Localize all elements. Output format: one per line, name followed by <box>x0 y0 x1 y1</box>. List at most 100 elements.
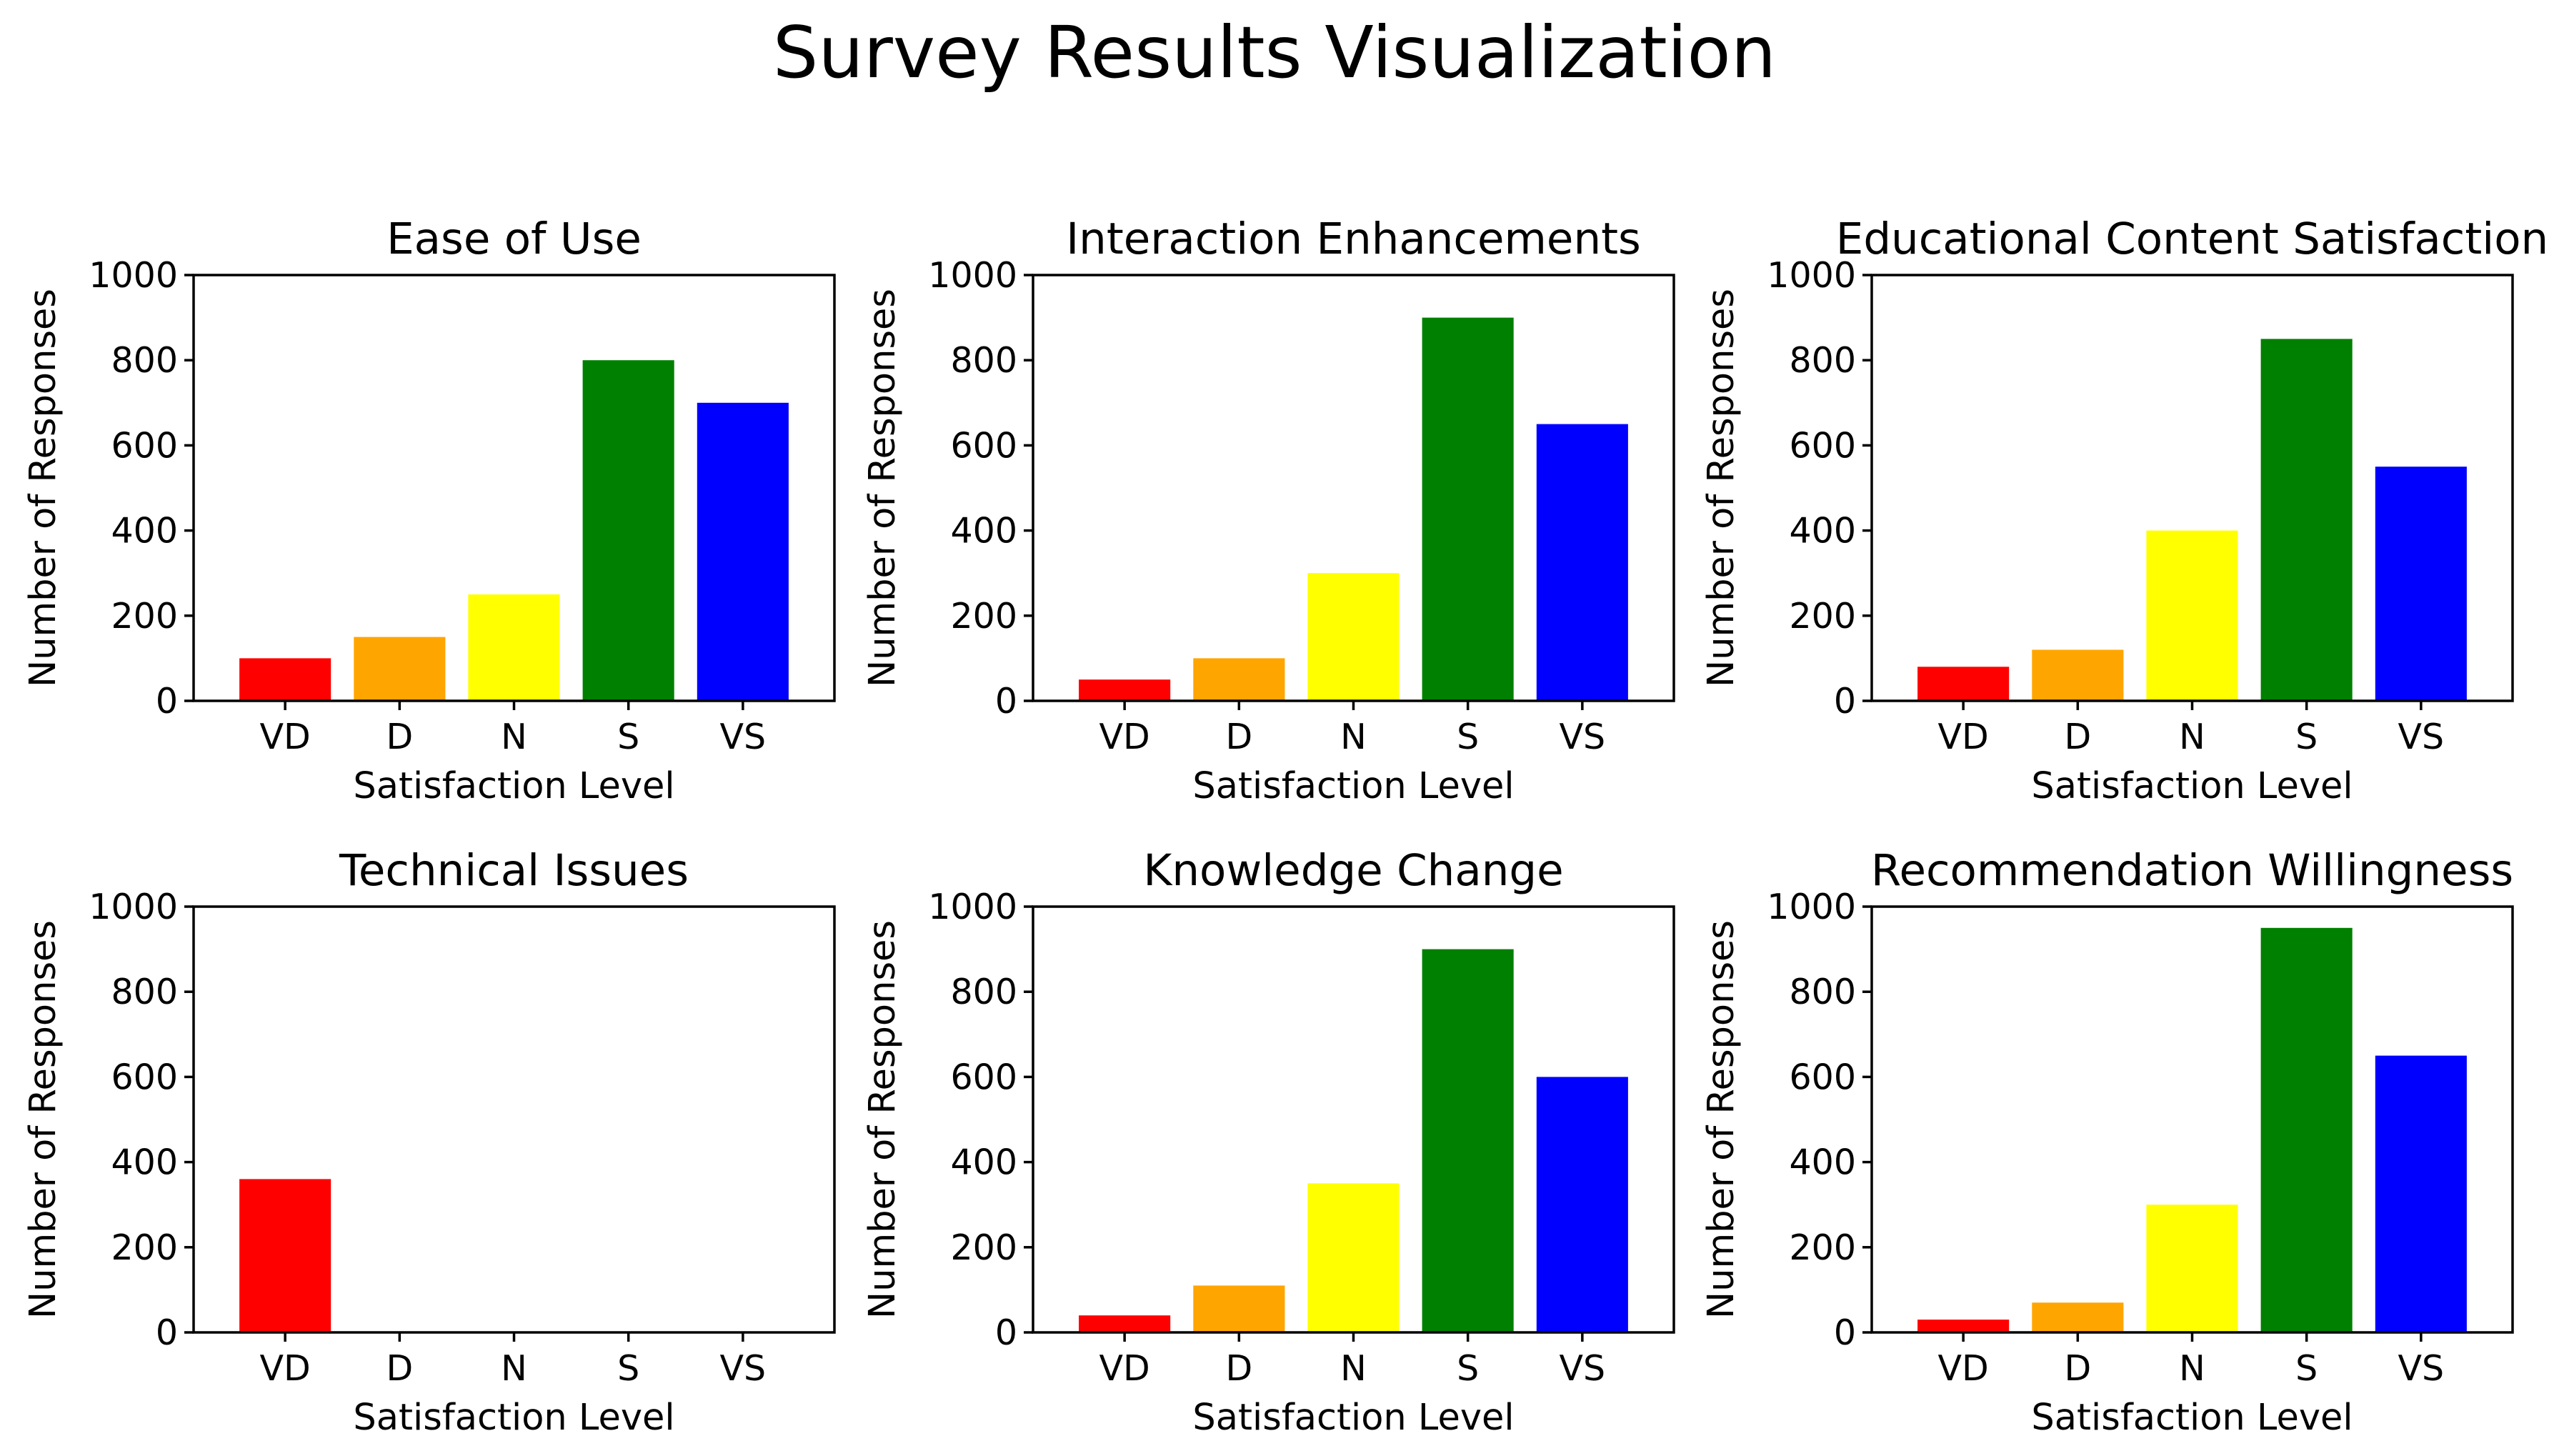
x-axis-label: Satisfaction Level <box>2031 1397 2353 1439</box>
chart-panel: 0 200 400 600 800 1000 VD D N S VS Educational Cont… <box>1700 214 2548 807</box>
y-tick-label: 800 <box>950 340 1017 381</box>
bar <box>1193 658 1285 701</box>
x-tick-label: VD <box>1099 717 1150 757</box>
y-axis-label: Number of Responses <box>22 289 64 687</box>
bar <box>468 594 560 701</box>
x-tick-label: D <box>2064 1348 2091 1389</box>
chart-panel: 0 200 400 600 800 1000 VD D N S VS Interaction Enha… <box>862 214 1675 807</box>
y-tick-label: 800 <box>1789 340 1856 381</box>
bar <box>582 360 674 701</box>
panel-title: Recommendation Willingness <box>1871 845 2513 896</box>
x-tick-label: VS <box>1560 717 1606 757</box>
y-tick-label: 400 <box>111 511 178 552</box>
bar <box>2146 530 2238 701</box>
y-tick-label: 1000 <box>89 255 178 296</box>
y-tick-label: 600 <box>1789 1057 1856 1097</box>
x-tick-label: N <box>2179 717 2205 757</box>
x-axis-label: Satisfaction Level <box>353 1397 674 1439</box>
y-tick-label: 200 <box>1789 596 1856 637</box>
panel-title: Technical Issues <box>339 845 689 896</box>
x-tick-label: VS <box>2398 717 2445 757</box>
panel-title: Ease of Use <box>386 214 642 264</box>
figure-title: Survey Results Visualization <box>773 11 1776 94</box>
y-tick-label: 800 <box>111 340 178 381</box>
x-tick-label: VS <box>2398 1348 2445 1389</box>
chart-panel: 0 200 400 600 800 1000 VD D N S VS Knowledge Change… <box>862 845 1675 1439</box>
x-axis-label: Satisfaction Level <box>353 765 674 807</box>
y-tick-label: 800 <box>1789 972 1856 1012</box>
y-tick-label: 200 <box>950 1227 1017 1268</box>
y-axis-label: Number of Responses <box>862 289 904 687</box>
y-tick-label: 600 <box>111 1057 178 1097</box>
x-tick-label: VD <box>1938 1348 1989 1389</box>
x-tick-label: D <box>1225 1348 1252 1389</box>
x-tick-label: VD <box>1099 1348 1150 1389</box>
y-axis-label: Number of Responses <box>1700 920 1742 1319</box>
y-tick-label: 200 <box>950 596 1017 637</box>
y-tick-label: 1000 <box>89 887 178 927</box>
bar <box>2260 927 2353 1332</box>
y-tick-label: 600 <box>950 1057 1017 1097</box>
bar <box>1917 667 2010 701</box>
x-tick-label: S <box>1457 1348 1479 1389</box>
x-tick-label: S <box>2295 1348 2318 1389</box>
x-tick-label: S <box>1457 717 1479 757</box>
y-tick-label: 1000 <box>1767 887 1856 927</box>
x-tick-label: D <box>2064 717 2091 757</box>
y-tick-label: 0 <box>156 681 178 722</box>
x-tick-label: N <box>501 1348 527 1389</box>
bar <box>354 637 446 701</box>
panel-title: Educational Content Satisfaction <box>1836 214 2548 264</box>
bar <box>1079 1315 1171 1332</box>
bar <box>239 658 331 701</box>
y-tick-label: 1000 <box>928 255 1017 296</box>
y-tick-label: 800 <box>111 972 178 1012</box>
bar <box>2032 1302 2124 1332</box>
x-tick-label: VS <box>1560 1348 1606 1389</box>
x-tick-label: D <box>1225 717 1252 757</box>
y-axis-label: Number of Responses <box>862 920 904 1319</box>
bar <box>1917 1320 2010 1332</box>
chart-panels: 0 200 400 600 800 1000 VD D N S VS Ease of Use Satis… <box>22 214 2548 1439</box>
bar <box>1536 1077 1628 1332</box>
bar <box>2260 339 2353 701</box>
y-tick-label: 0 <box>995 1312 1017 1353</box>
bar <box>1193 1285 1285 1332</box>
y-tick-label: 1000 <box>928 887 1017 927</box>
bar <box>1307 1183 1400 1332</box>
y-axis-label: Number of Responses <box>22 920 64 1319</box>
chart-panel: 0 200 400 600 800 1000 VD D N S VS Ease of Use Satis… <box>22 214 836 807</box>
bar <box>1422 317 1514 702</box>
x-tick-label: N <box>1340 1348 1367 1389</box>
y-axis-label: Number of Responses <box>1700 289 1742 687</box>
bar <box>2375 1055 2467 1332</box>
y-tick-label: 0 <box>156 1312 178 1353</box>
y-tick-label: 200 <box>111 596 178 637</box>
y-tick-label: 200 <box>111 1227 178 1268</box>
y-tick-label: 400 <box>111 1142 178 1183</box>
x-tick-label: N <box>2179 1348 2205 1389</box>
y-tick-label: 800 <box>950 972 1017 1012</box>
bar <box>697 402 789 701</box>
x-axis-label: Satisfaction Level <box>1192 765 1514 807</box>
y-tick-label: 600 <box>111 425 178 466</box>
x-tick-label: D <box>386 1348 413 1389</box>
x-axis-label: Satisfaction Level <box>1192 1397 1514 1439</box>
x-tick-label: VD <box>260 717 311 757</box>
bar <box>2146 1205 2238 1332</box>
x-tick-label: S <box>617 717 639 757</box>
y-tick-label: 200 <box>1789 1227 1856 1268</box>
y-tick-label: 400 <box>950 511 1017 552</box>
y-tick-label: 0 <box>1834 681 1856 722</box>
y-tick-label: 400 <box>1789 1142 1856 1183</box>
y-tick-label: 1000 <box>1767 255 1856 296</box>
x-tick-label: VD <box>1938 717 1989 757</box>
x-axis-label: Satisfaction Level <box>2031 765 2353 807</box>
x-tick-label: VD <box>260 1348 311 1389</box>
x-tick-label: N <box>1340 717 1367 757</box>
bar <box>1307 573 1400 701</box>
y-tick-label: 400 <box>1789 511 1856 552</box>
bar <box>1536 424 1628 701</box>
